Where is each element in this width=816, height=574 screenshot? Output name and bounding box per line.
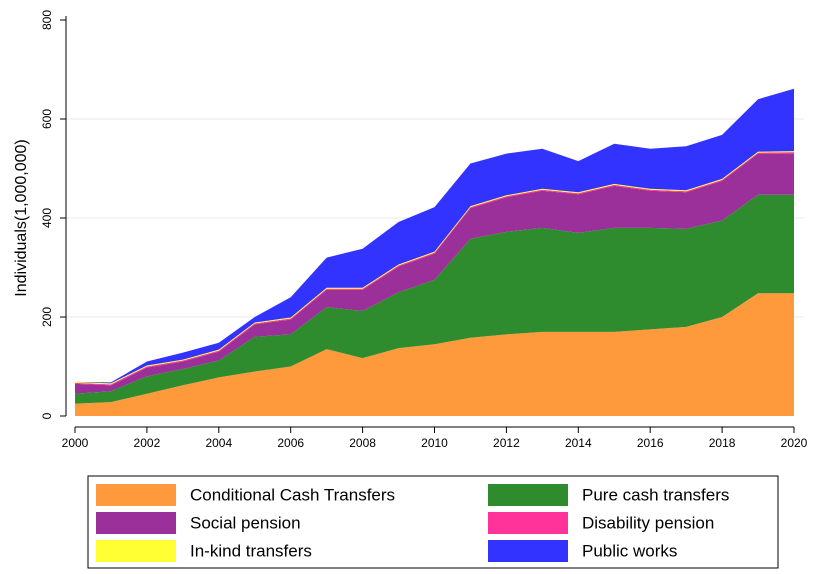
legend-box — [87, 475, 779, 569]
legend-label: Social pension — [190, 513, 301, 532]
y-tick-label: 200 — [40, 307, 54, 327]
y-tick-label: 400 — [40, 208, 54, 228]
legend-swatch — [96, 484, 176, 506]
legend-swatch — [96, 540, 176, 562]
x-tick-label: 2006 — [277, 436, 304, 450]
x-tick-label: 2018 — [709, 436, 736, 450]
legend-label: Pure cash transfers — [582, 485, 729, 504]
y-tick-label: 800 — [40, 10, 54, 30]
x-tick-label: 2004 — [205, 436, 232, 450]
x-tick-label: 2010 — [421, 436, 448, 450]
legend-swatch — [96, 512, 176, 534]
area — [75, 194, 794, 404]
legend-label: Conditional Cash Transfers — [190, 485, 395, 504]
legend: Conditional Cash Transfers Pure cash tran… — [96, 484, 729, 562]
legend-label: Public works — [582, 541, 677, 560]
legend-swatch — [488, 484, 568, 506]
x-tick-label: 2000 — [62, 436, 89, 450]
legend-label: In-kind transfers — [190, 541, 312, 560]
y-tick-label: 0 — [40, 412, 54, 419]
area — [75, 293, 794, 416]
area — [75, 153, 794, 394]
legend-swatch — [488, 512, 568, 534]
area — [75, 88, 794, 384]
x-tick-label: 2012 — [493, 436, 520, 450]
x-tick-label: 2002 — [134, 436, 161, 450]
x-tick-label: 2014 — [565, 436, 592, 450]
x-tick-label: 2016 — [637, 436, 664, 450]
y-axis-label: Individuals(1,000,000) — [13, 139, 30, 296]
legend-swatch — [488, 540, 568, 562]
y-tick-label: 600 — [40, 109, 54, 129]
x-tick-label: 2008 — [349, 436, 376, 450]
legend-label: Disability pension — [582, 513, 714, 532]
x-tick-label: 2020 — [781, 436, 808, 450]
